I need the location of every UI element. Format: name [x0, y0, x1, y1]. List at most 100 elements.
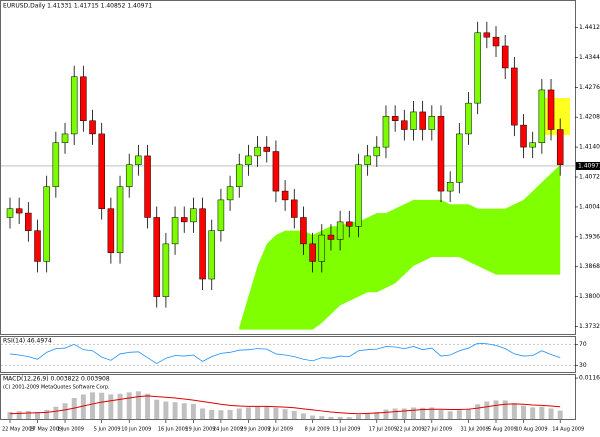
candle-body [474, 32, 481, 104]
candle-body [437, 116, 445, 192]
x-tick-label: 2 Jul 2009 [268, 427, 293, 433]
macd-bar [126, 392, 132, 419]
macd-bar [145, 393, 151, 419]
candle-body [15, 208, 23, 214]
candle-body [116, 186, 124, 253]
macd-bar [502, 400, 508, 419]
price-label: 1.40971 [578, 162, 600, 169]
macd-bar [200, 408, 206, 419]
macd-bar [521, 405, 527, 419]
candle-body [226, 186, 234, 201]
macd-bar [511, 403, 517, 419]
candle-body [236, 164, 243, 187]
macd-bar [484, 401, 490, 419]
macd-bar [190, 403, 196, 419]
candle-body [336, 221, 344, 240]
candle-body [382, 116, 390, 148]
macd-bar [90, 392, 96, 419]
candle-body [217, 199, 225, 231]
candle-body [61, 133, 69, 143]
x-tick-label: 8 Jul 2009 [305, 427, 330, 433]
macd-bar [493, 400, 499, 419]
macd-bar [273, 407, 279, 419]
macd-bar [420, 407, 426, 419]
macd-bar [365, 413, 371, 419]
x-tick-label: 22 May 2009 [2, 427, 35, 433]
x-tick-label: 22 Jul 2009 [396, 427, 424, 433]
macd-bar [447, 411, 453, 419]
y-tick-label: 30 [579, 362, 587, 369]
y-tick-label: 1.44120 [579, 24, 600, 31]
macd-bar [172, 402, 178, 419]
candle-body [254, 146, 261, 157]
highlight-box [542, 98, 570, 135]
candle-body [70, 76, 78, 135]
candle-body [529, 142, 536, 148]
macd-bar [7, 411, 13, 419]
candle-body [89, 120, 96, 135]
candle-body [180, 217, 188, 223]
rsi-pane [0, 336, 576, 373]
candle-body [125, 164, 133, 187]
candle-body [263, 146, 271, 152]
macd-bar [209, 409, 215, 419]
candle-body [520, 124, 527, 148]
macd-bar [16, 411, 22, 419]
candle-body [492, 36, 500, 47]
candle-body [428, 116, 436, 130]
x-tick-label: 24 Jun 2009 [213, 427, 243, 433]
candle-body [556, 129, 564, 165]
candle-body [373, 146, 381, 157]
candle-body [300, 217, 307, 245]
candle-body [346, 221, 353, 227]
candle-body [34, 230, 41, 262]
header: EURUSD,Daily 1.41331 1.41715 1.40852 1.4… [3, 3, 152, 10]
x-tick-label: 5 Jun 2009 [94, 427, 121, 433]
macd-bar [135, 391, 141, 419]
copyright: (C) 2001-2009 MetaQuotes Software Corp. [3, 385, 110, 391]
candle-body [410, 111, 417, 130]
y-tick-label: 1.42760 [579, 84, 600, 91]
price-label-box [576, 161, 600, 170]
macd-bar [355, 414, 361, 419]
y-tick-label: 0.01168 [579, 375, 600, 382]
y-tick-label: 1.38000 [579, 293, 600, 300]
x-tick-label: 10 Aug 2009 [516, 427, 548, 433]
macd-bar [117, 393, 123, 419]
x-tick-label: 19 Jun 2009 [185, 427, 215, 433]
macd-bar [374, 411, 380, 419]
macd-bar [466, 408, 471, 419]
macd-bar [319, 416, 325, 419]
macd-bar [456, 410, 462, 419]
macd-bar [255, 406, 261, 419]
rsi-line [9, 342, 561, 365]
macd-bar [80, 394, 86, 419]
macd-bar [401, 408, 407, 419]
candle-body [208, 230, 215, 280]
candle-body [446, 182, 454, 192]
macd-bar [62, 403, 68, 419]
x-tick-label: 29 Jun 2009 [240, 427, 270, 433]
candle-body [199, 208, 206, 280]
macd-bar [410, 407, 416, 419]
candle-body [6, 208, 14, 218]
y-tick-label: 1.42080 [579, 114, 600, 121]
macd-bar [346, 417, 352, 419]
macd-bar [429, 407, 435, 419]
candle-body [107, 208, 115, 253]
candle-body [272, 151, 280, 192]
y-tick-label: 1.40720 [579, 174, 600, 181]
kumo-cloud [239, 164, 561, 330]
x-tick-label: 27 May 2009 [30, 427, 63, 433]
candle-body [52, 142, 60, 187]
candle-body [144, 155, 151, 218]
x-tick-label: 1 Jun 2009 [57, 427, 84, 433]
x-tick-label: 16 Jun 2009 [158, 427, 188, 433]
candle-body [309, 243, 316, 262]
candle-body [483, 32, 491, 38]
x-tick-label: 13 Jul 2009 [332, 427, 360, 433]
macd-bar [530, 407, 536, 419]
candle-body [135, 155, 142, 165]
macd-bar [548, 408, 554, 419]
